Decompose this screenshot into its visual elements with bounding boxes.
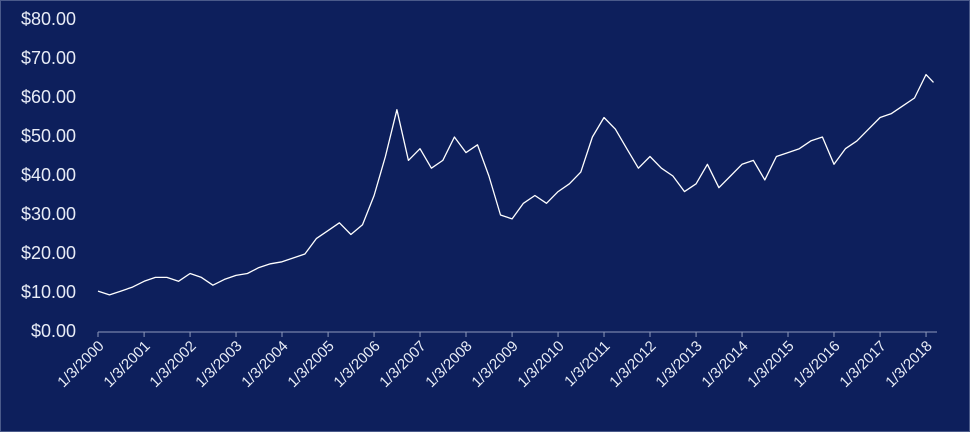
price-line [97,73,934,296]
y-tick-label: $0.00 [31,321,76,341]
y-tick-label: $20.00 [21,243,76,263]
y-tick-label: $30.00 [21,204,76,224]
y-tick-label: $50.00 [21,126,76,146]
y-tick-label: $10.00 [21,282,76,302]
y-tick-label: $40.00 [21,165,76,185]
y-tick-label: $70.00 [21,48,76,68]
y-tick-label: $60.00 [21,87,76,107]
y-tick-label: $80.00 [21,9,76,29]
